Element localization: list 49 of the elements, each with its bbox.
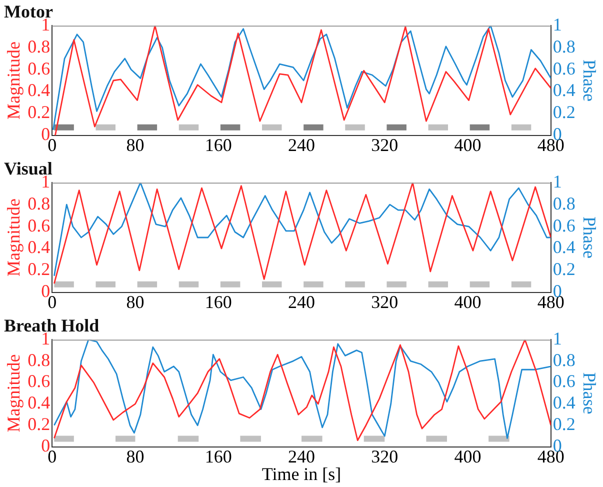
y-tick-label: 0.2 bbox=[28, 259, 50, 280]
y-tick-label: 0.6 bbox=[28, 215, 50, 236]
y2-tick-label: 1 bbox=[552, 14, 562, 34]
x-tick-label: 320 bbox=[371, 134, 398, 155]
y2-axis-title: Phase bbox=[579, 216, 600, 259]
y2-tick-label: 0.4 bbox=[552, 237, 576, 258]
y-tick-label: 0.2 bbox=[28, 414, 50, 434]
y2-tick-label: 0.4 bbox=[552, 80, 576, 100]
y-tick-label: 0.8 bbox=[28, 36, 50, 56]
x-tick-label: 80 bbox=[126, 134, 144, 155]
x-tick-label: 320 bbox=[371, 292, 398, 312]
y2-tick-label: 0.6 bbox=[552, 371, 576, 392]
x-tick-label: 240 bbox=[288, 446, 315, 466]
y2-tick-label: 1 bbox=[552, 328, 562, 348]
x-tick-label: 160 bbox=[204, 446, 232, 466]
x-axis-title: Time in [s] bbox=[262, 464, 342, 484]
y2-tick-label: 0.8 bbox=[552, 350, 576, 370]
y2-tick-label: 1 bbox=[552, 171, 562, 192]
x-tick-label: 400 bbox=[454, 292, 482, 312]
y2-tick-label: 0.8 bbox=[552, 36, 576, 56]
x-tick-label: 400 bbox=[454, 446, 482, 466]
y-tick-label: 0.8 bbox=[28, 350, 50, 370]
y-axis-title: Magnitude bbox=[4, 198, 24, 276]
x-tick-label: 80 bbox=[126, 446, 144, 466]
x-tick-label: 160 bbox=[204, 134, 232, 155]
y-tick-label: 0.8 bbox=[28, 193, 50, 214]
y2-tick-label: 0.2 bbox=[552, 102, 576, 122]
y2-tick-label: 0.8 bbox=[552, 193, 576, 214]
y-axis-title: Magnitude bbox=[4, 42, 24, 120]
y2-tick-label: 0.6 bbox=[552, 58, 576, 78]
x-tick-label: 400 bbox=[454, 134, 482, 155]
y-axis-title: Magnitude bbox=[4, 354, 24, 432]
y2-tick-label: 0.6 bbox=[552, 215, 576, 236]
x-tick-label: 240 bbox=[288, 292, 315, 312]
y-tick-label: 0.4 bbox=[28, 237, 50, 258]
x-tick-label: 320 bbox=[371, 446, 398, 466]
y2-tick-label: 0.4 bbox=[552, 392, 576, 413]
x-tick-label: 80 bbox=[126, 292, 144, 312]
y-tick-label: 0.4 bbox=[28, 392, 50, 413]
y2-tick-label: 0.2 bbox=[552, 259, 576, 280]
y-tick-label: 0.6 bbox=[28, 58, 50, 78]
y2-tick-label: 0.2 bbox=[552, 414, 576, 434]
y2-axis-title: Phase bbox=[579, 60, 600, 102]
x-tick-label: 160 bbox=[204, 292, 232, 312]
y-tick-label: 0.6 bbox=[28, 371, 50, 392]
y-tick-label: 0.4 bbox=[28, 80, 50, 100]
y2-axis-title: Phase bbox=[579, 372, 600, 414]
y-tick-label: 0.2 bbox=[28, 102, 50, 122]
x-tick-label: 240 bbox=[288, 134, 315, 155]
